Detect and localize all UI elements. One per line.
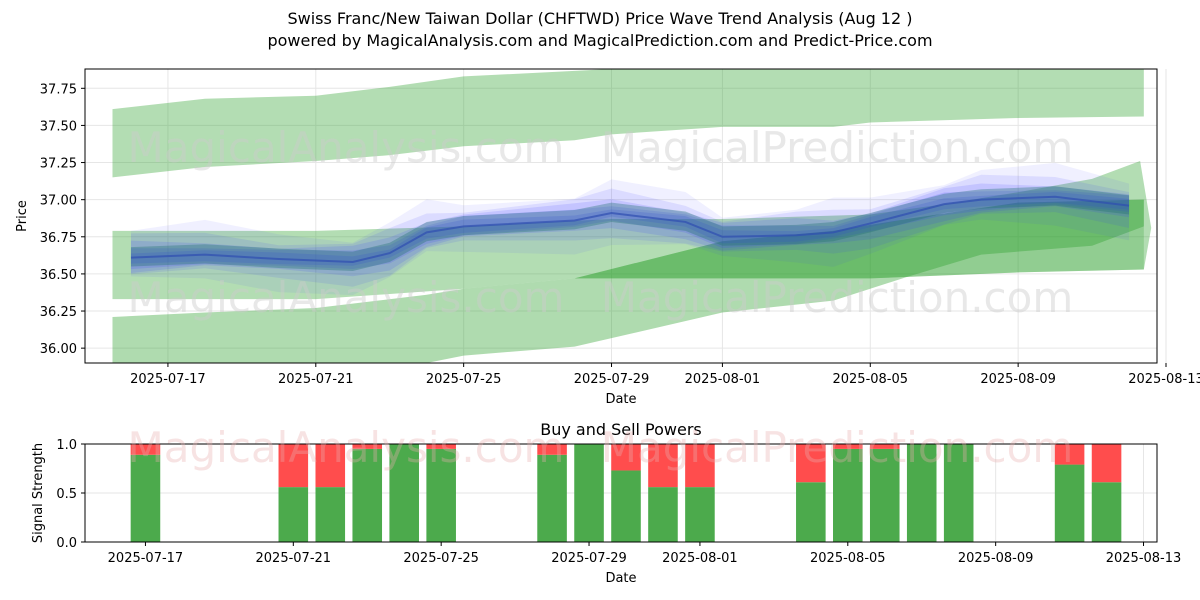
price-x-tick-label: 2025-07-29 <box>574 372 650 387</box>
price-y-tick-label: 37.00 <box>40 194 77 209</box>
watermark-text: MagicalAnalysis.com <box>128 123 565 172</box>
sell-bar <box>833 444 863 449</box>
signal-x-tick-label: 2025-07-21 <box>256 551 332 566</box>
buy-bar <box>315 487 346 542</box>
price-plot-background <box>85 69 1157 363</box>
buy-bar <box>796 482 826 542</box>
buy-bar <box>1091 482 1122 542</box>
price-y-tick-label: 37.50 <box>40 119 77 134</box>
chart-title: Swiss Franc/New Taiwan Dollar (CHFTWD) P… <box>287 9 913 28</box>
price-wave-core <box>130 186 1130 271</box>
price-band-overlap <box>426 199 1144 295</box>
price-x-tick-label: 2025-08-09 <box>980 372 1056 387</box>
buy-bar <box>389 444 419 542</box>
signal-y-axis-label: Signal Strength <box>31 443 46 543</box>
price-wave-centerline <box>130 195 1130 264</box>
buy-bar <box>278 487 309 542</box>
sell-bar <box>685 444 715 488</box>
buy-bar <box>833 448 863 542</box>
buy-bar <box>352 448 383 542</box>
buy-bar <box>685 487 715 542</box>
signal-y-tick-label: 0.0 <box>56 536 77 551</box>
sell-bar <box>315 444 346 488</box>
price-chart-panel <box>81 68 1167 367</box>
buy-bar <box>1054 464 1085 542</box>
signal-y-tick-label: 0.5 <box>56 487 77 502</box>
price-band <box>112 69 1144 178</box>
signal-x-tick-label: 2025-07-25 <box>403 551 479 566</box>
price-y-tick-label: 37.75 <box>40 82 77 97</box>
sell-bar <box>648 444 678 488</box>
watermark-text: MagicalAnalysis.com <box>128 273 565 322</box>
price-x-tick-label: 2025-07-21 <box>278 372 354 387</box>
sell-bar <box>1054 444 1085 465</box>
signal-x-tick-label: 2025-08-05 <box>810 551 886 566</box>
price-band <box>112 199 1144 363</box>
price-y-tick-label: 37.25 <box>40 157 77 172</box>
price-plot-frame <box>84 68 1158 364</box>
price-y-axis-label: Price <box>15 200 30 232</box>
price-x-tick-label: 2025-08-13 <box>1128 372 1200 387</box>
price-y-tick-label: 36.25 <box>40 305 77 320</box>
watermark-text: MagicalPrediction.com <box>601 273 1074 322</box>
price-band <box>112 161 1152 300</box>
price-wave-envelope <box>130 183 1130 277</box>
price-wave-envelope <box>130 191 1130 266</box>
price-wave-envelope <box>130 190 1130 270</box>
buy-bar <box>130 454 161 542</box>
price-x-tick-label: 2025-07-17 <box>130 372 206 387</box>
sell-bar <box>611 444 641 471</box>
price-wave-envelope <box>130 162 1130 296</box>
price-y-tick-label: 36.75 <box>40 231 77 246</box>
sell-bar <box>1091 444 1122 483</box>
signal-y-tick-label: 1.0 <box>56 438 77 453</box>
watermark-text: MagicalPrediction.com <box>601 123 1074 172</box>
price-y-tick-label: 36.50 <box>40 268 77 283</box>
buy-bar <box>869 448 900 542</box>
sell-bar <box>130 444 161 455</box>
price-x-tick-label: 2025-08-05 <box>832 372 908 387</box>
signal-x-tick-label: 2025-07-17 <box>108 551 184 566</box>
price-wave-envelope <box>130 174 1130 287</box>
signal-x-tick-label: 2025-08-09 <box>958 551 1034 566</box>
buy-bar <box>611 470 641 542</box>
sell-bar <box>537 444 567 455</box>
watermark-text: MagicalPrediction.com <box>601 423 1074 472</box>
signal-chart-title: Buy and Sell Powers <box>540 420 702 439</box>
signal-x-axis-label: Date <box>605 571 636 586</box>
sell-bar <box>869 444 900 449</box>
price-x-tick-label: 2025-08-01 <box>685 372 761 387</box>
sell-bar <box>426 444 456 449</box>
buy-bar <box>574 444 604 542</box>
signal-x-tick-label: 2025-07-29 <box>551 551 627 566</box>
sell-bar <box>352 444 383 449</box>
buy-bar <box>943 444 974 542</box>
signal-x-tick-label: 2025-08-13 <box>1106 551 1182 566</box>
signal-x-tick-label: 2025-08-01 <box>662 551 738 566</box>
buy-bar <box>537 454 567 542</box>
price-x-tick-label: 2025-07-25 <box>426 372 502 387</box>
watermark-text: MagicalAnalysis.com <box>128 423 565 472</box>
buy-bar <box>426 448 456 542</box>
price-y-tick-label: 36.00 <box>40 342 77 357</box>
sell-bar <box>278 444 309 488</box>
price-x-axis-label: Date <box>605 392 636 407</box>
buy-bar <box>906 444 937 542</box>
buy-bar <box>648 487 678 542</box>
chart-subtitle: powered by MagicalAnalysis.com and Magic… <box>267 31 933 50</box>
signal-chart-panel <box>81 443 1158 546</box>
sell-bar <box>796 444 826 483</box>
